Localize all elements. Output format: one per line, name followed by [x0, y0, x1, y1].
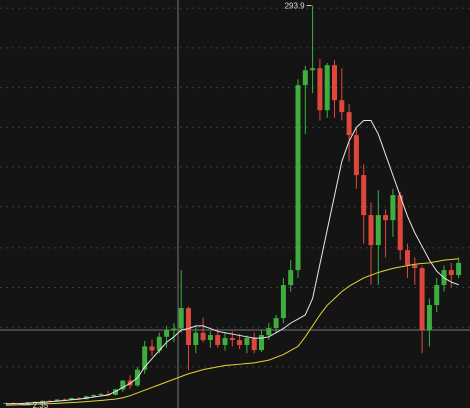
candle-body	[434, 285, 440, 306]
candle-body	[164, 329, 170, 337]
candle-body	[186, 308, 191, 346]
candle-body	[120, 380, 126, 390]
candle-body	[353, 135, 359, 176]
candle-body	[375, 215, 381, 246]
candle-body	[332, 65, 337, 101]
candle-body	[295, 85, 301, 271]
ma-line	[5, 258, 459, 406]
candle-body	[229, 338, 235, 341]
candle-body	[456, 262, 462, 276]
candle-body	[368, 215, 374, 246]
candle-body	[288, 270, 294, 286]
candle-body	[113, 389, 118, 395]
candle-body	[251, 338, 257, 351]
candle-body	[324, 65, 330, 111]
candle-body	[244, 338, 250, 346]
candle-body	[412, 265, 418, 269]
candle-body	[207, 335, 213, 341]
candle-body	[237, 340, 243, 346]
candle-body	[193, 332, 199, 346]
annotation-label: 2.35	[33, 401, 49, 408]
candle-body	[310, 68, 316, 71]
candle-body	[339, 100, 345, 113]
candle-body	[40, 400, 45, 402]
candle-body	[156, 336, 162, 351]
candle-body	[419, 268, 425, 331]
candle-body	[317, 68, 323, 111]
candle-body	[280, 285, 286, 319]
candle-body	[200, 332, 206, 341]
candle-body	[259, 335, 264, 351]
candle-body	[215, 335, 221, 346]
candle-body	[149, 346, 155, 351]
candle-body	[405, 250, 410, 266]
annotation-label: 293.9	[285, 2, 306, 11]
candle-body	[142, 346, 148, 370]
candle-body	[273, 318, 279, 329]
candle-body	[98, 394, 104, 396]
candle-body	[390, 195, 396, 221]
candle-body	[266, 328, 272, 336]
candle-body	[178, 308, 184, 329]
candle-body	[346, 112, 352, 136]
candle-body	[302, 70, 308, 86]
candle-body	[171, 328, 177, 330]
candle-body	[397, 195, 403, 251]
candle-body	[222, 338, 228, 346]
ma-line	[5, 119, 459, 405]
candle-body	[361, 175, 367, 216]
candle-body	[69, 398, 75, 401]
candle-body	[448, 270, 454, 276]
candle-body	[426, 305, 432, 331]
candle-body	[54, 399, 60, 402]
candle-body	[91, 394, 97, 397]
candle-body	[383, 215, 389, 221]
